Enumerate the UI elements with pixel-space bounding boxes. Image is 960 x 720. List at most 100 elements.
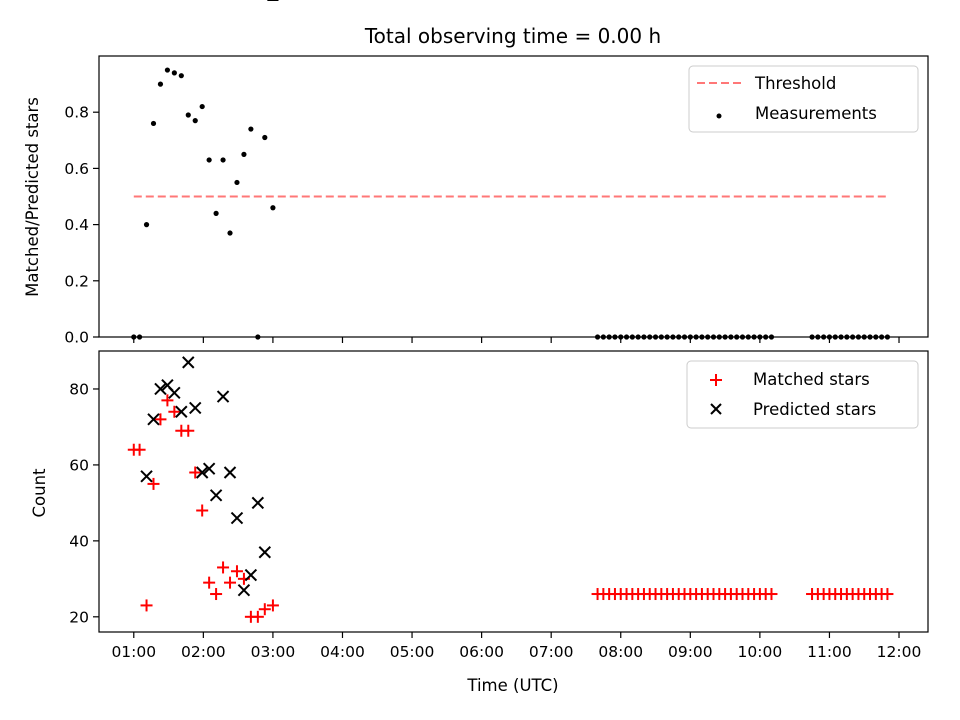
x-tick-label: 09:00 xyxy=(668,643,713,661)
top-y-tick-label: 0.8 xyxy=(64,104,89,122)
top-y-axis-label: Matched/Predicted stars xyxy=(23,97,42,297)
predicted-star-point xyxy=(147,413,160,426)
bottom-x-ticks: 01:00 02:00 03:00 04:00 05:00 06:00 07:00 08:00… xyxy=(111,632,921,661)
predicted-x-b xyxy=(237,584,251,597)
x-tick-label: 03:00 xyxy=(251,643,296,661)
predicted-x-b xyxy=(223,466,237,479)
measurement-point xyxy=(178,73,184,79)
predicted-x-b xyxy=(175,405,188,418)
matched-star-point xyxy=(161,394,174,407)
matched-star-point xyxy=(210,588,223,601)
measurement-point xyxy=(270,205,276,211)
top-legend: Threshold Measurements xyxy=(688,65,919,133)
measurement-point xyxy=(227,230,233,236)
predicted-x-b xyxy=(168,386,181,399)
measurement-point xyxy=(213,210,219,216)
top-panel: 0.00.20.40.60.8 Matched/Predicted stars … xyxy=(23,55,929,347)
matched-star-point xyxy=(765,588,778,601)
matched-star-point xyxy=(251,610,264,623)
top-axes-frame xyxy=(98,55,929,338)
predicted-star-point xyxy=(258,546,272,559)
predicted-star-point xyxy=(202,462,216,475)
top-y-tick-label: 0.0 xyxy=(64,329,89,347)
measurement-point xyxy=(241,151,247,157)
x-tick-label: 04:00 xyxy=(320,643,365,661)
x-tick-label: 12:00 xyxy=(877,643,922,661)
x-tick-label: 06:00 xyxy=(459,643,504,661)
predicted-star-point xyxy=(175,405,188,418)
top-y-ticks: 0.0 0.2 0.4 0.6 0.8 xyxy=(64,104,99,347)
predicted-x-b xyxy=(140,470,153,483)
predicted-star-point xyxy=(230,511,244,525)
measurement-point xyxy=(206,157,212,163)
bottom-legend: Matched stars Predicted stars xyxy=(686,360,919,429)
x-tick-label: 08:00 xyxy=(598,643,643,661)
measurement-point xyxy=(157,81,164,87)
predicted-star-point xyxy=(140,470,153,483)
matched-star-point xyxy=(196,504,209,517)
top-x-ticks xyxy=(133,337,900,343)
bottom-axes-frame xyxy=(98,350,929,633)
chart-title: Total observing time = 0.00 h xyxy=(364,24,661,48)
legend-measurements-swatch xyxy=(716,113,722,119)
bottom-y-axis-label: Count xyxy=(30,468,49,518)
measurement-point xyxy=(220,157,226,163)
predicted-x-b xyxy=(258,546,272,559)
x-axis-label: Time (UTC) xyxy=(466,676,558,695)
top-legend-box xyxy=(688,65,919,133)
matched-star-point xyxy=(217,561,230,574)
legend-matched-label: Matched stars xyxy=(753,370,870,389)
predicted-x-b xyxy=(209,489,223,502)
legend-predicted-label: Predicted stars xyxy=(753,400,876,419)
predicted-star-point xyxy=(189,401,202,415)
matched-star-point xyxy=(182,424,195,437)
top-y-tick-label: 0.4 xyxy=(64,216,89,234)
matched-star-point xyxy=(189,466,202,479)
predicted-star-point xyxy=(154,382,167,396)
matched-star-point xyxy=(140,599,153,612)
predicted-star-point xyxy=(237,584,251,597)
legend-measurements-label: Measurements xyxy=(755,104,877,123)
predicted-x-b xyxy=(147,413,160,426)
predicted-star-point xyxy=(209,489,223,502)
predicted-star-point xyxy=(244,568,258,582)
measurement-point xyxy=(199,103,205,110)
predicted-star-point xyxy=(195,466,209,479)
measurement-point xyxy=(185,112,191,118)
x-tick-label: 07:00 xyxy=(529,643,574,661)
x-tick-label: 11:00 xyxy=(807,643,852,661)
predicted-x-b xyxy=(161,378,174,392)
predicted-x-b xyxy=(195,466,209,479)
bottom-y-tick-label: 60 xyxy=(69,456,89,474)
legend-matched-swatch xyxy=(710,374,722,386)
matched-star-point xyxy=(147,477,160,490)
bottom-y-tick-label: 40 xyxy=(69,532,89,550)
bottom-marks xyxy=(127,0,894,623)
x-tick-label: 02:00 xyxy=(181,643,226,661)
measurement-point xyxy=(164,67,171,73)
measurement-point xyxy=(234,179,240,186)
matched-star-point xyxy=(224,576,237,589)
matched-star-point xyxy=(203,576,216,589)
predicted-star-point xyxy=(182,356,195,369)
bottom-y-tick-label: 20 xyxy=(69,608,89,626)
x-tick-label: 01:00 xyxy=(111,643,156,661)
predicted-x-b xyxy=(230,511,244,525)
matched-star-point xyxy=(881,588,894,601)
measurement-point xyxy=(171,70,177,76)
predicted-star-point xyxy=(168,386,181,399)
predicted-x-b xyxy=(202,462,216,475)
matched-star-point xyxy=(168,405,181,418)
measurement-point xyxy=(150,120,157,127)
predicted-star-point xyxy=(216,390,230,403)
measurement-point xyxy=(248,126,254,132)
top-marks xyxy=(131,67,891,340)
predicted-x-b xyxy=(154,382,167,396)
bottom-y-ticks: 20 40 60 80 xyxy=(69,380,99,626)
predicted-star-point xyxy=(223,466,237,479)
top-y-tick-label: 0.6 xyxy=(64,160,89,178)
bottom-legend-box xyxy=(686,360,919,429)
measurement-point xyxy=(192,118,198,124)
